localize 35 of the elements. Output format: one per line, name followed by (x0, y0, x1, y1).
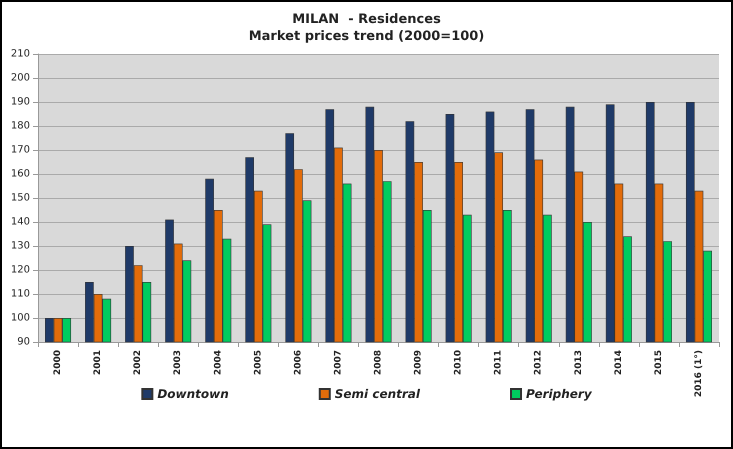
chart-subtitle: Market prices trend (2000=100) (248, 29, 484, 44)
y-tick-label: 120 (10, 264, 30, 276)
x-tick-label: 2007 (333, 350, 344, 376)
y-tick-label: 150 (10, 192, 30, 204)
x-tick-label: 2002 (133, 350, 144, 376)
y-tick-label: 140 (10, 216, 30, 228)
x-tick-label: 2008 (374, 350, 384, 376)
x-tick-label: 2012 (534, 350, 544, 376)
y-tick-label: 170 (10, 144, 30, 156)
x-tick-label: 2011 (494, 350, 504, 376)
y-tick-label: 190 (10, 96, 30, 108)
x-tick-label: 2006 (293, 350, 304, 376)
y-tick-label: 100 (10, 312, 30, 324)
chart-title: MILAN - Residences (292, 12, 442, 27)
y-tick-label: 130 (10, 240, 30, 252)
y-tick-label: 180 (10, 120, 30, 132)
legend-label: Downtown (157, 387, 229, 401)
x-tick-label: 2000 (53, 350, 64, 376)
x-tick-label: 2001 (93, 350, 104, 376)
x-tick-label: 2009 (414, 350, 424, 376)
x-tick-label: 2013 (574, 350, 584, 376)
x-tick-label: 2003 (173, 350, 184, 376)
x-tick-label: 2010 (454, 350, 464, 376)
x-tick-label: 2015 (654, 350, 664, 376)
x-tick-label: 2016 (1°) (694, 350, 704, 398)
y-tick-label: 160 (10, 168, 30, 180)
legend-label: Periphery (526, 387, 593, 401)
y-tick-label: 200 (10, 72, 30, 84)
y-tick-label: 210 (10, 48, 30, 60)
x-tick-label: 2004 (213, 350, 224, 376)
y-tick-label: 90 (17, 336, 30, 348)
x-tick-label: 2014 (614, 350, 624, 376)
legend-label: Semi central (334, 387, 421, 401)
y-tick-label: 110 (10, 288, 30, 300)
x-tick-label: 2005 (253, 350, 264, 376)
